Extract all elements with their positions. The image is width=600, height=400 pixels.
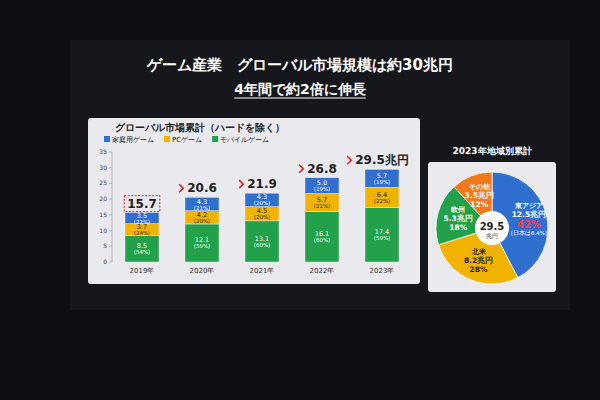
bar-segment bbox=[185, 197, 219, 211]
y-tick bbox=[109, 183, 112, 184]
bar-segment bbox=[365, 187, 399, 207]
bars bbox=[125, 169, 399, 262]
slice-value: 8.2兆円 bbox=[464, 256, 493, 265]
bar-segment bbox=[185, 224, 219, 262]
legend-label: モバイルゲーム bbox=[220, 136, 269, 144]
y-tick-label: 20 bbox=[99, 195, 107, 202]
bar-segment bbox=[185, 211, 219, 224]
segment-share: (24%) bbox=[134, 230, 151, 236]
segment-share: (21%) bbox=[314, 203, 331, 209]
bar-segment bbox=[245, 207, 279, 221]
segment-share: (54%) bbox=[134, 249, 151, 255]
slice-name: その他 bbox=[469, 183, 491, 191]
chart-title: グローバル市場累計（ハードを除く） bbox=[115, 122, 285, 134]
x-tick-label: 2021年 bbox=[250, 267, 275, 275]
pie-labels: 東アジア12.5兆円42%(日本は6.4%)北米8.2兆円28%欧州5.3兆円1… bbox=[444, 183, 548, 274]
y-tick-label: 35 bbox=[99, 148, 107, 155]
slice-share: 28% bbox=[470, 265, 488, 274]
legend-label: 家庭用ゲーム bbox=[112, 136, 154, 144]
slice-name: 欧州 bbox=[451, 206, 465, 214]
y-tick bbox=[109, 167, 112, 168]
bar-segment bbox=[305, 178, 339, 194]
y-tick-label: 0 bbox=[103, 258, 107, 265]
bar-segment bbox=[125, 213, 159, 224]
slice-value: 5.3兆円 bbox=[444, 214, 473, 223]
bar-segment bbox=[245, 193, 279, 207]
y-tick bbox=[109, 230, 112, 231]
pie-total: 29.5 bbox=[480, 221, 505, 232]
total-label: 21.9 bbox=[247, 177, 277, 191]
segment-share: (60%) bbox=[254, 242, 271, 248]
segment-share: (59%) bbox=[374, 235, 391, 241]
slide: ゲーム産業 グローバル市場規模は約30兆円 4年間で約2倍に伸長グローバル市場累計… bbox=[0, 0, 600, 400]
x-tick-label: 2022年 bbox=[310, 267, 335, 275]
slice-value: 3.5兆円 bbox=[465, 191, 494, 200]
donut-hole bbox=[475, 211, 509, 245]
growth-chevron bbox=[299, 165, 303, 173]
pie-total-unit: 兆円 bbox=[486, 233, 498, 239]
segment-share: (20%) bbox=[254, 200, 271, 206]
y-tick-label: 10 bbox=[99, 227, 107, 234]
bar-segment bbox=[245, 221, 279, 262]
pie-title: 2023年地域別累計 bbox=[452, 146, 531, 156]
headline: ゲーム産業 グローバル市場規模は約30兆円 bbox=[146, 56, 453, 74]
slice-share: 42% bbox=[517, 219, 541, 230]
total-label: 20.6 bbox=[187, 181, 217, 195]
y-tick-label: 25 bbox=[99, 179, 107, 186]
legend-swatch bbox=[104, 136, 110, 142]
underline bbox=[234, 97, 365, 98]
segment-share: (22%) bbox=[374, 198, 391, 204]
pie-panel bbox=[428, 162, 556, 292]
segment-share: (19%) bbox=[314, 186, 331, 192]
growth-chevron bbox=[347, 156, 351, 164]
bar-segment bbox=[125, 235, 159, 262]
legend-label: PCゲーム bbox=[172, 136, 202, 144]
total-label: 29.5兆円 bbox=[355, 153, 409, 167]
total-label: 15.7 bbox=[127, 197, 157, 211]
segment-share: (60%) bbox=[314, 237, 331, 243]
slice-share: 18% bbox=[449, 223, 467, 232]
slice-name: 北米 bbox=[471, 248, 487, 256]
slice-value: 12.5兆円 bbox=[512, 210, 547, 219]
y-tick bbox=[109, 246, 112, 247]
subheadline: 4年間で約2倍に伸長 bbox=[234, 81, 365, 97]
slice-share: 12% bbox=[470, 200, 488, 209]
segment-share: (20%) bbox=[254, 214, 271, 220]
legend-swatch bbox=[164, 136, 170, 142]
segment-share: (20%) bbox=[194, 218, 211, 224]
x-tick-label: 2019年 bbox=[130, 267, 155, 275]
y-tick-label: 30 bbox=[99, 164, 107, 171]
growth-chevron bbox=[239, 180, 243, 188]
total-label: 26.8 bbox=[307, 162, 337, 176]
highlight-box bbox=[124, 196, 160, 212]
bar-panel bbox=[88, 118, 420, 284]
y-tick bbox=[109, 262, 112, 263]
x-tick-label: 2020年 bbox=[190, 267, 215, 275]
segment-share: (19%) bbox=[374, 179, 391, 185]
segment-share: (21%) bbox=[194, 205, 211, 211]
bar-segment bbox=[305, 211, 339, 262]
slice-note: (日本は6.4%) bbox=[511, 230, 547, 236]
x-tick-label: 2023年 bbox=[370, 267, 395, 275]
growth-chevron bbox=[179, 184, 183, 192]
bar-labels: 8.5(54%)3.7(24%)3.5(22%)15.712.1(59%)4.2… bbox=[124, 153, 409, 255]
segment-share: (59%) bbox=[194, 243, 211, 249]
segment-share: (22%) bbox=[134, 219, 151, 225]
y-tick-label: 15 bbox=[99, 211, 107, 218]
bar-segment bbox=[305, 193, 339, 211]
y-tick bbox=[109, 199, 112, 200]
legend-swatch bbox=[212, 136, 218, 142]
bar-segment bbox=[365, 169, 399, 187]
y-tick bbox=[109, 152, 112, 153]
bar-segment bbox=[125, 224, 159, 236]
y-axis bbox=[112, 152, 113, 262]
bar-segment bbox=[365, 207, 399, 262]
y-tick-label: 5 bbox=[103, 242, 107, 249]
y-tick bbox=[109, 214, 112, 215]
screen bbox=[70, 40, 570, 310]
slice-name: 東アジア bbox=[514, 202, 543, 210]
background bbox=[0, 0, 600, 400]
